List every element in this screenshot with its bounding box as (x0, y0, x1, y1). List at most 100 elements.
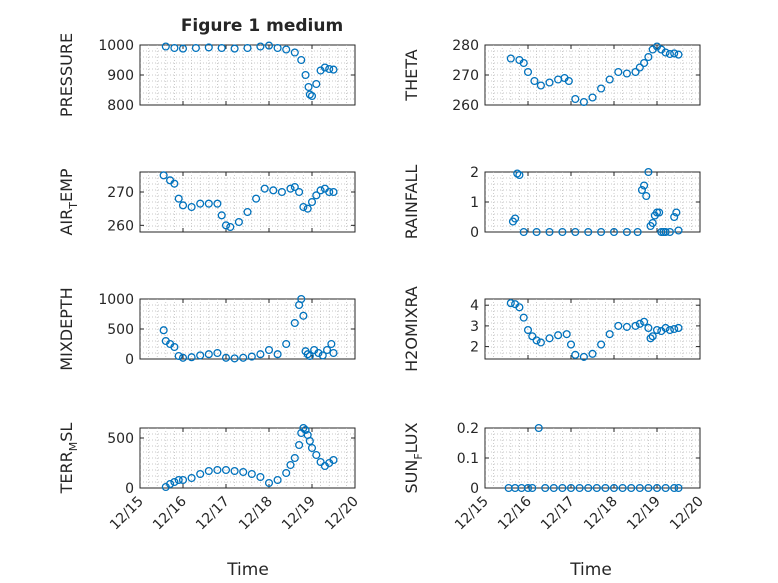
y-tick-label: 280 (452, 38, 479, 54)
data-point (549, 483, 558, 493)
data-point (290, 182, 299, 192)
data-point (534, 423, 543, 433)
data-point (325, 187, 334, 197)
data-point (618, 483, 627, 493)
data-point (204, 43, 213, 52)
data-point (674, 483, 683, 493)
data-point (536, 338, 545, 347)
subplot-sunflux: 0 0.1 0.2 SUNFLUX (402, 421, 701, 497)
data-point (196, 351, 205, 360)
data-point (320, 63, 329, 72)
data-point (187, 202, 196, 212)
data-point (652, 325, 662, 335)
data-point (221, 221, 231, 230)
data-point (642, 191, 651, 201)
x-tick-label: 12/18 (581, 494, 621, 534)
data-point (644, 483, 653, 493)
y-axis-label-text: SUN (402, 460, 421, 494)
data-point (329, 65, 338, 74)
data-point (213, 348, 222, 358)
data-point (196, 199, 205, 208)
data-point (305, 351, 314, 361)
data-point (159, 171, 168, 180)
data-point (609, 483, 619, 493)
data-point (243, 207, 252, 217)
data-point (523, 325, 533, 335)
data-point (635, 319, 644, 328)
y-tick-label: 2 (470, 340, 479, 356)
y-tick-label: 900 (107, 68, 134, 84)
data-point (325, 64, 334, 74)
data-point (644, 323, 653, 333)
data-point (312, 191, 321, 200)
data-point (204, 350, 213, 359)
data-point (670, 324, 679, 334)
data-point (614, 321, 623, 330)
y-tick-label: 0 (470, 225, 479, 241)
x-tick-label: 12/15 (107, 494, 147, 534)
data-point (665, 227, 674, 237)
data-point (588, 349, 597, 358)
data-point (545, 334, 554, 343)
data-point (174, 194, 183, 203)
data-point (213, 465, 222, 475)
data-point (601, 483, 610, 493)
data-point (536, 81, 545, 90)
data-point (579, 352, 588, 361)
data-point (327, 339, 336, 349)
data-point (674, 226, 683, 235)
data-point (273, 350, 282, 359)
data-point (290, 453, 299, 463)
x-axis-label-left: Time (226, 560, 269, 580)
x-tick-label: 12/17 (193, 494, 233, 534)
data-point (545, 227, 554, 237)
data-point (622, 69, 631, 78)
data-point (545, 78, 554, 87)
subplot-airtemp: 260 270 AIRTEMP (57, 168, 356, 236)
x-tick-label: 12/20 (667, 494, 707, 534)
data-point (239, 467, 248, 477)
data-point (644, 52, 653, 62)
y-axis-label-subscript: M (67, 442, 80, 452)
data-point (187, 473, 196, 483)
data-point (571, 94, 580, 104)
data-point (627, 483, 636, 493)
y-axis-label: SUNFLUX (402, 422, 425, 493)
data-point (605, 330, 614, 339)
data-point (170, 477, 179, 487)
y-axis-label: PRESSURE (57, 33, 76, 117)
y-axis-label: MIXDEPTH (57, 287, 76, 370)
data-point (159, 326, 168, 335)
data-point (605, 75, 614, 84)
data-point (264, 478, 274, 488)
data-point (665, 325, 674, 335)
data-point (513, 169, 522, 178)
data-point (566, 340, 576, 349)
plot-area (484, 427, 701, 489)
x-axis-label-right: Time (569, 560, 612, 580)
data-point (558, 227, 567, 237)
data-point (670, 483, 679, 493)
data-point (631, 321, 640, 330)
y-axis-label-subscript: F (412, 453, 425, 459)
y-axis-label-suffix: LUX (402, 422, 421, 453)
y-tick-label: 800 (107, 98, 134, 114)
data-point (511, 214, 520, 223)
data-point (217, 211, 226, 220)
data-point (329, 348, 338, 358)
y-tick-label: 4 (470, 298, 479, 314)
data-point (622, 227, 631, 237)
data-point (564, 76, 573, 86)
subplot-mixdepth: 0 500 1000 MIXDEPTH (57, 287, 356, 371)
y-axis-label-suffix: EMP (57, 168, 76, 202)
data-point (252, 194, 261, 203)
y-tick-label: 1000 (98, 292, 134, 308)
data-point (506, 54, 515, 63)
data-point (221, 465, 231, 475)
data-point (299, 423, 308, 433)
data-point (670, 212, 679, 222)
data-point (256, 472, 265, 482)
plot-area (139, 171, 356, 233)
data-point (648, 332, 657, 341)
data-point (640, 58, 649, 68)
